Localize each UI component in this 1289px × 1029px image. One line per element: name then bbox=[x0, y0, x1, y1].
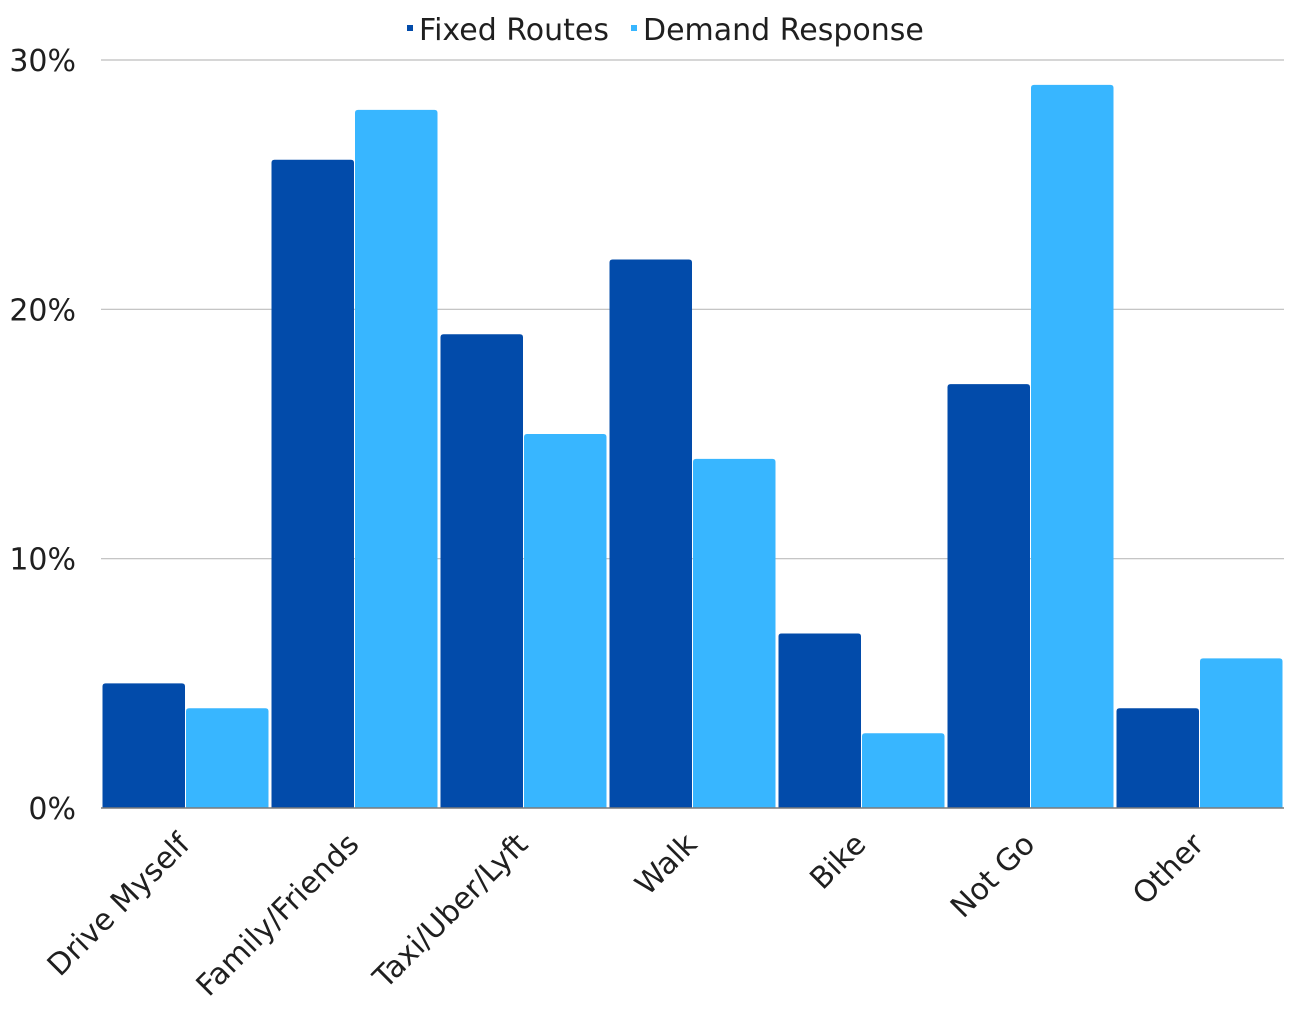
legend: Fixed Routes Demand Response bbox=[407, 13, 924, 48]
legend-label: Demand Response bbox=[643, 13, 924, 48]
x-tick-label: Family/Friends bbox=[190, 827, 366, 1003]
legend-swatch bbox=[631, 25, 637, 31]
bar-fixed-routes-other bbox=[1116, 708, 1199, 808]
legend-swatch bbox=[407, 25, 413, 31]
x-tick-label: Not Go bbox=[944, 827, 1042, 925]
y-tick-label: 10% bbox=[9, 543, 76, 578]
x-tick-label: Bike bbox=[803, 827, 873, 897]
bar-demand-response-not-go bbox=[1031, 84, 1114, 808]
bar-demand-response-drive-myself bbox=[186, 708, 269, 808]
y-tick-label: 0% bbox=[28, 792, 76, 827]
bar-demand-response-taxi-uber-lyft bbox=[524, 434, 607, 808]
x-tick-label: Other bbox=[1126, 826, 1211, 911]
legend-label: Fixed Routes bbox=[419, 13, 609, 48]
y-tick-label: 20% bbox=[9, 293, 76, 328]
bar-demand-response-family-friends bbox=[355, 109, 438, 808]
x-tick-label: Drive Myself bbox=[41, 826, 198, 983]
bar-fixed-routes-drive-myself bbox=[102, 683, 185, 808]
bar-fixed-routes-family-friends bbox=[271, 159, 354, 808]
bar-fixed-routes-not-go bbox=[947, 384, 1030, 808]
bar-fixed-routes-bike bbox=[778, 633, 861, 808]
x-tick-label: Taxi/Uber/Lyft bbox=[366, 827, 535, 996]
bar-demand-response-bike bbox=[862, 733, 945, 808]
bar-fixed-routes-walk bbox=[609, 259, 692, 808]
bar-demand-response-other bbox=[1200, 658, 1283, 808]
bars bbox=[102, 84, 1283, 808]
x-tick-label: Walk bbox=[629, 826, 705, 902]
bar-demand-response-walk bbox=[693, 458, 776, 808]
bar-fixed-routes-taxi-uber-lyft bbox=[440, 334, 523, 808]
y-tick-label: 30% bbox=[9, 44, 76, 79]
